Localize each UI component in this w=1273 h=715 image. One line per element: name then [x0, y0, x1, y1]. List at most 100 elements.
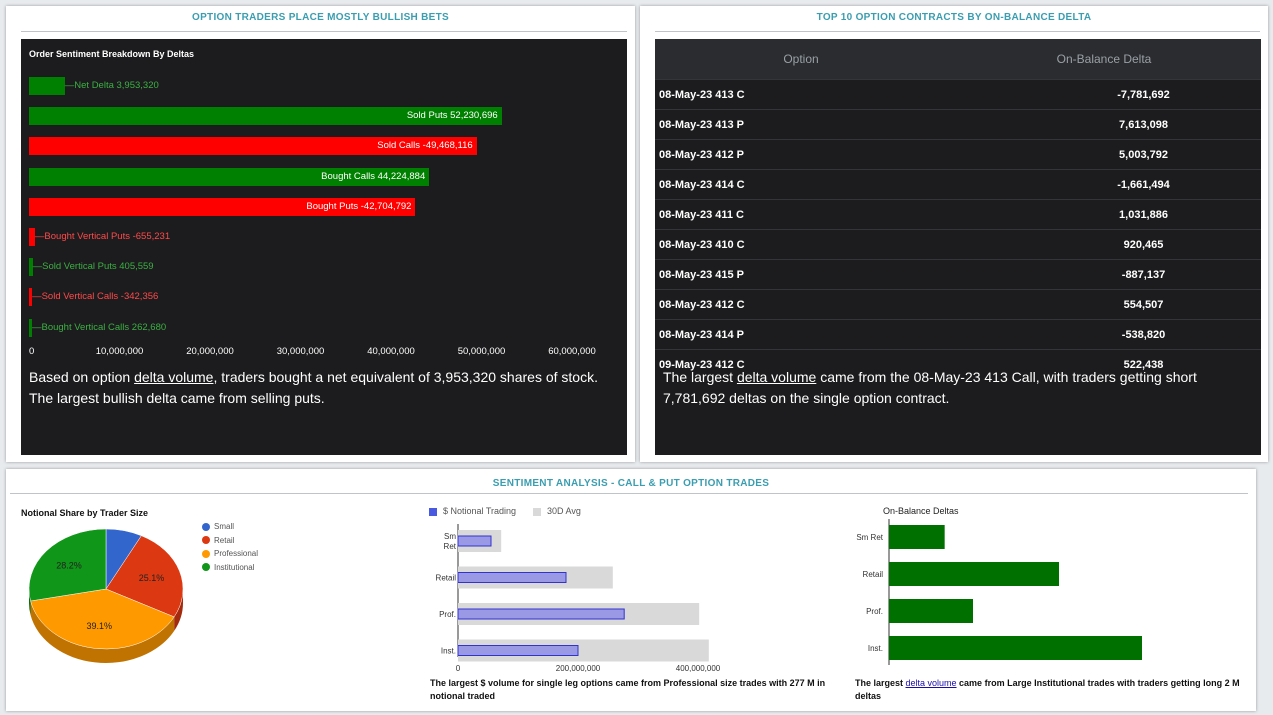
delta-volume-link[interactable]: delta volume [736, 369, 817, 385]
pie-slice[interactable] [105, 535, 184, 618]
delta-cell: 1,031,886 [947, 199, 1261, 230]
option-cell: 08-May-23 415 P [655, 259, 947, 290]
description-text: , traders bought a net equivalent of 3,9… [29, 369, 598, 406]
obd-caption: The largest delta volume came from Large… [855, 677, 1255, 703]
pie-legend-item: Small [202, 521, 234, 533]
legend-label: $ Notional Trading [443, 506, 517, 516]
table-row[interactable]: 09-May-23 412 C 522,438 [655, 349, 1261, 379]
delta-bar[interactable] [29, 288, 33, 307]
description-text: came from the 08-May-23 413 Call, with t… [663, 369, 1197, 406]
obd-bar[interactable] [889, 636, 1142, 660]
option-cell: 09-May-23 412 C [655, 349, 947, 379]
table-row[interactable]: 08-May-23 414 C -1,661,494 [655, 169, 1261, 200]
delta-bar-label: Bought Calls 44,224,884 [321, 170, 426, 182]
pie-slice[interactable] [30, 588, 175, 650]
notional-legend-item: $ Notional Trading [429, 505, 516, 517]
column-header-option[interactable]: Option [655, 39, 947, 80]
notional-bar[interactable] [457, 572, 567, 583]
option-cell: 08-May-23 412 C [655, 289, 947, 320]
category-label: Prof. [439, 610, 456, 619]
on-balance-delta-chart: Sm Ret Retail Prof. Inst. [856, 519, 1142, 665]
delta-volume-link[interactable]: delta volume [134, 369, 214, 385]
delta-bar-label: —Sold Vertical Calls -342,356 [32, 291, 159, 303]
x-tick-label: 0 [29, 346, 35, 357]
contracts-table-area: Option On-Balance Delta 08-May-23 413 C-… [655, 39, 1261, 455]
obd-bar[interactable] [889, 599, 973, 623]
obd-bar[interactable] [889, 562, 1060, 586]
table-row[interactable]: 08-May-23 414 P -538,820 [655, 319, 1261, 350]
option-cell: 08-May-23 413 P [655, 109, 947, 140]
delta-bar-label: Sold Calls -49,468,116 [377, 140, 473, 152]
category-label: Inst. [868, 644, 883, 653]
divider [21, 31, 627, 32]
legend-swatch [202, 522, 210, 531]
pie-slice[interactable] [28, 528, 107, 602]
notional-caption: The largest $ volume for single leg opti… [430, 678, 826, 701]
pie-slice-side [30, 600, 175, 663]
panel-top-contracts: TOP 10 OPTION CONTRACTS BY ON-BALANCE DE… [640, 6, 1268, 462]
delta-bar[interactable] [29, 137, 477, 156]
option-cell: 08-May-23 414 C [655, 169, 947, 200]
table-row[interactable]: 08-May-23 411 C 1,031,886 [655, 199, 1261, 230]
legend-label: Retail [214, 535, 235, 545]
delta-cell: 920,465 [947, 229, 1261, 260]
legend-label: Small [214, 522, 235, 531]
delta-bar-label: Sold Puts 52,230,696 [406, 110, 498, 122]
delta-cell: 522,438 [947, 349, 1261, 379]
delta-bar[interactable] [29, 197, 416, 216]
option-cell: 08-May-23 412 P [655, 139, 947, 170]
x-tick-label: 400,000,000 [676, 664, 721, 673]
notional-bar[interactable] [457, 608, 625, 620]
pie-legend-item: Retail [202, 535, 234, 547]
category-label: Sm Ret [856, 533, 883, 542]
delta-bar[interactable] [29, 258, 33, 277]
table-description: The largest delta volume came from the 0… [663, 367, 1243, 409]
delta-bar-label: Bought Puts -42,704,792 [306, 200, 412, 212]
category-label: Prof. [866, 607, 883, 616]
contracts-table: Option On-Balance Delta 08-May-23 413 C-… [655, 39, 1261, 379]
description-text: The largest [663, 369, 737, 385]
table-row[interactable]: 08-May-23 413 C -7,781,692 [655, 79, 1261, 110]
notional-legend-item: 30D Avg [533, 505, 581, 517]
table-row[interactable]: 08-May-23 412 C 554,507 [655, 289, 1261, 320]
caption-text: came from Large Institutional trades wit… [855, 678, 1240, 701]
delta-cell: 554,507 [947, 289, 1261, 320]
delta-bar[interactable] [29, 77, 65, 95]
caption-text: The largest [855, 678, 906, 688]
notional-bar[interactable] [457, 645, 579, 656]
column-header-delta[interactable]: On-Balance Delta [947, 39, 1261, 80]
panel-order-sentiment: OPTION TRADERS PLACE MOSTLY BULLISH BETS… [6, 6, 635, 462]
notional-bar[interactable] [457, 535, 492, 547]
delta-bar-label: —Bought Vertical Calls 262,680 [32, 321, 167, 333]
panel-title: TOP 10 OPTION CONTRACTS BY ON-BALANCE DE… [816, 12, 1092, 23]
table-row[interactable]: 08-May-23 413 P 7,613,098 [655, 109, 1261, 140]
obd-title: On-Balance Deltas [883, 506, 959, 516]
category-label: Retail [863, 570, 884, 579]
panel-title: OPTION TRADERS PLACE MOSTLY BULLISH BETS [191, 12, 450, 23]
delta-bar[interactable] [29, 167, 430, 186]
delta-bar-label: —Net Delta 3,953,320 [64, 80, 159, 91]
delta-bar[interactable] [29, 318, 32, 337]
obd-bar[interactable] [889, 525, 945, 549]
delta-bar[interactable] [29, 107, 502, 126]
pie-legend-item: Professional [202, 548, 258, 560]
delta-chart-area: Order Sentiment Breakdown By Deltas —Net… [21, 39, 627, 455]
divider [10, 493, 1248, 494]
delta-cell: -7,781,692 [947, 79, 1261, 110]
panel-sentiment-analysis: SENTIMENT ANALYSIS - CALL & PUT OPTION T… [6, 469, 1256, 711]
category-label: Inst. [441, 647, 456, 656]
pie-legend-item: Institutional [202, 562, 254, 574]
delta-bar[interactable] [29, 228, 35, 246]
delta-volume-link[interactable]: delta volume [905, 678, 957, 688]
legend-swatch [429, 507, 437, 516]
delta-cell: -887,137 [947, 259, 1261, 290]
table-row[interactable]: 08-May-23 415 P -887,137 [655, 259, 1261, 290]
x-tick-label: 200,000,000 [556, 664, 601, 673]
x-tick-label: 0 [456, 664, 461, 673]
x-tick-label: 10,000,000 [95, 346, 144, 357]
pie-slice-label: 25.1% [139, 573, 165, 583]
table-row[interactable]: 08-May-23 412 P 5,003,792 [655, 139, 1261, 170]
table-row[interactable]: 08-May-23 410 C 920,465 [655, 229, 1261, 260]
x-tick-label: 30,000,000 [276, 346, 325, 357]
category-label: Retail [436, 574, 457, 583]
